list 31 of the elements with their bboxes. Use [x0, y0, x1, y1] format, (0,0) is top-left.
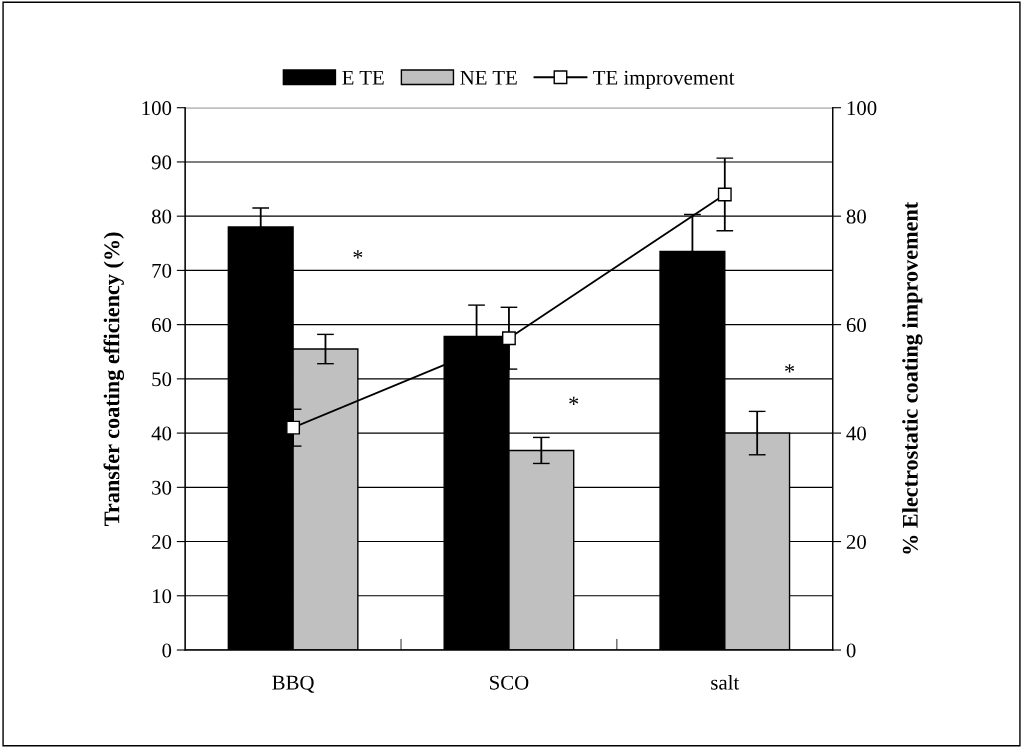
- y2-tick-label: 20: [846, 534, 866, 549]
- y-tick-label: 0: [162, 643, 172, 658]
- annotation: *: [785, 364, 795, 373]
- y-tick-label: 90: [151, 155, 172, 170]
- x-tick-label: BBQ: [272, 675, 315, 693]
- y-tick-label: 40: [151, 426, 172, 441]
- point: [286, 420, 301, 435]
- y2-tick-label: 60: [846, 318, 866, 333]
- y-axis-title: Transfer coating efficiency (%): [103, 232, 125, 526]
- legend-label: TE improvement: [593, 70, 735, 89]
- y-tick-label: 80: [151, 209, 172, 224]
- y2-tick-label: 40: [846, 426, 866, 441]
- y-tick-label: 50: [152, 372, 172, 387]
- y2-tick-label: 0: [846, 643, 856, 658]
- point: [501, 331, 516, 346]
- y2-tick-label: 80: [846, 209, 866, 224]
- y-tick-label: 70: [152, 263, 172, 278]
- y2-tick-label: 100: [847, 101, 877, 116]
- point: [717, 187, 732, 202]
- y-tick-label: 60: [152, 318, 172, 333]
- x-tick-label: salt: [711, 675, 740, 690]
- x-tick-label: SCO: [490, 675, 529, 690]
- y-tick-label: 30: [152, 480, 172, 495]
- legend-label: E TE: [342, 70, 384, 85]
- y-tick-label: 10: [152, 589, 172, 604]
- annotation: *: [569, 396, 579, 405]
- y-tick-label: 100: [142, 101, 172, 116]
- legend-label: NE TE: [460, 70, 517, 85]
- y-tick-label: 20: [152, 534, 172, 549]
- annotation: *: [353, 250, 363, 259]
- y2-axis-title: % Electrostatic coating improvement: [902, 201, 923, 554]
